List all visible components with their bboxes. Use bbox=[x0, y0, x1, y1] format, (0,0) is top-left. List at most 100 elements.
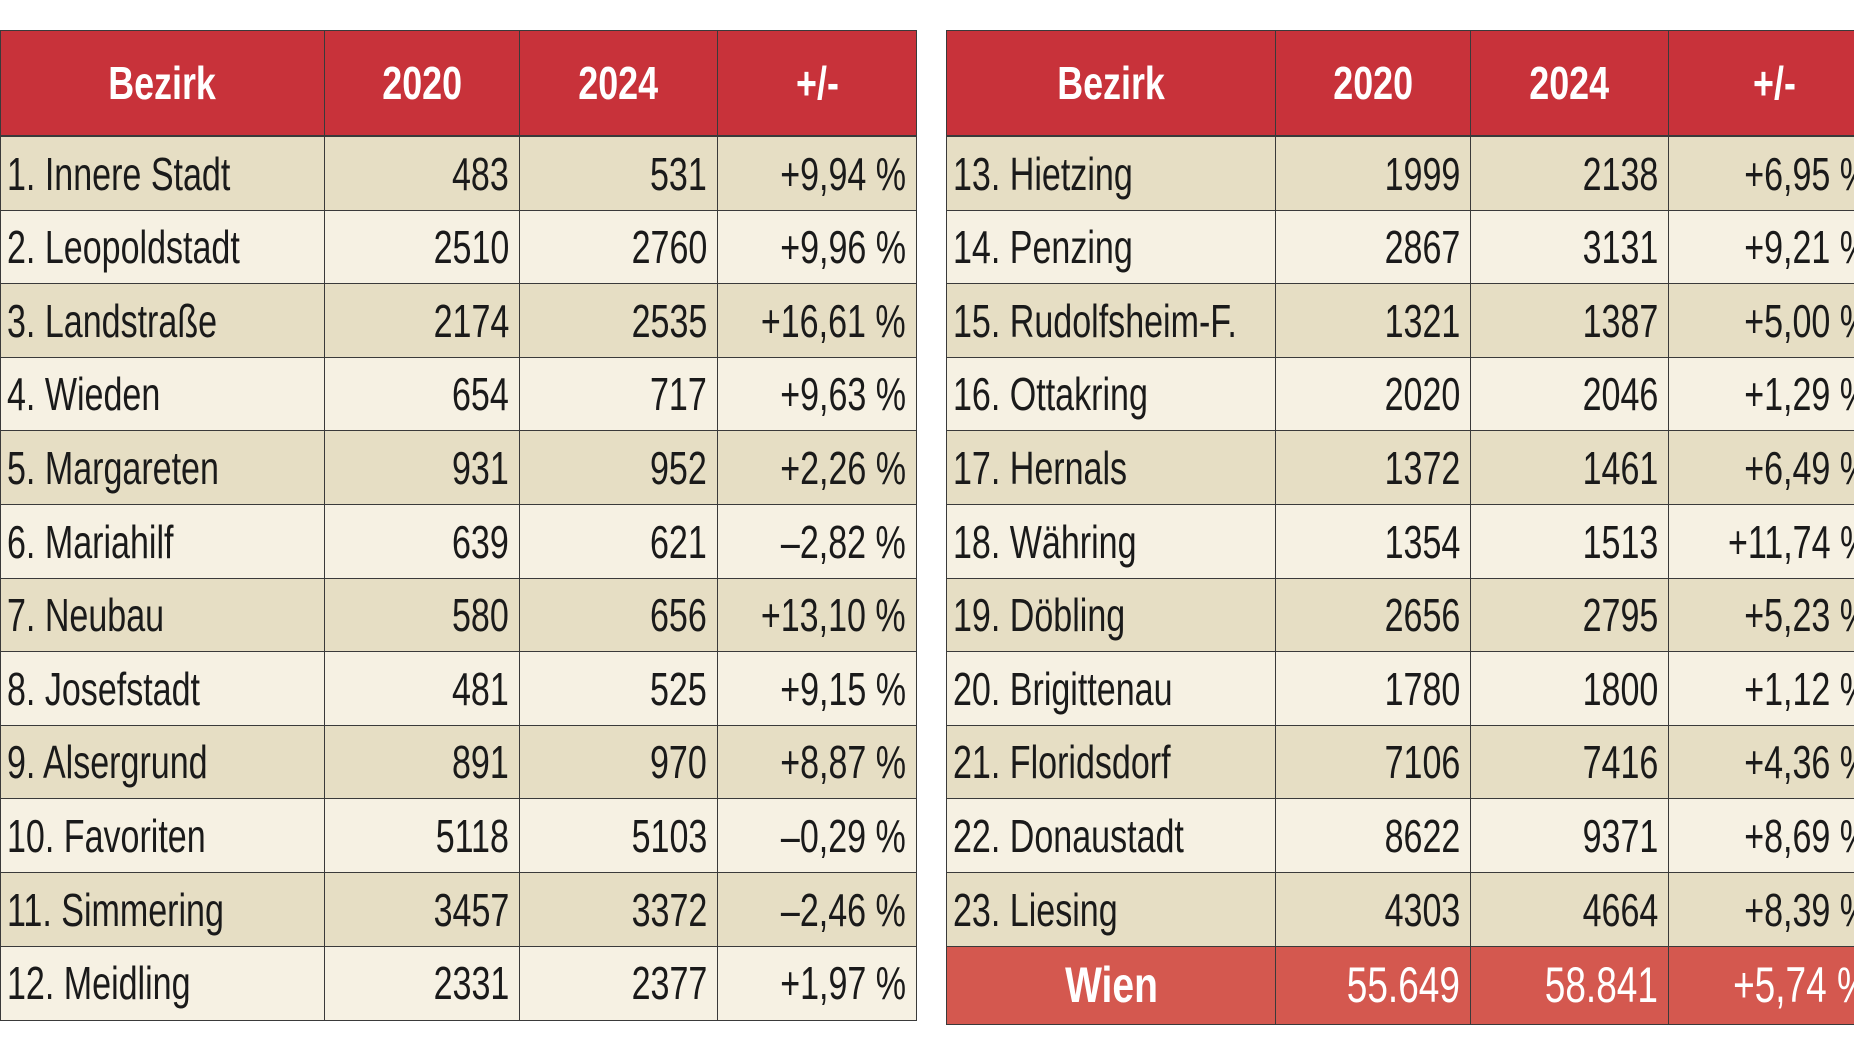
district-name: 6. Mariahilf bbox=[7, 515, 174, 568]
table-value: +1,12 % bbox=[1744, 662, 1854, 715]
column-header: +/- bbox=[795, 57, 839, 109]
table-value: 2174 bbox=[433, 294, 509, 347]
district-name: 3. Landstraße bbox=[7, 294, 218, 347]
table-value: +1,97 % bbox=[780, 957, 906, 1010]
district-name: 5. Margareten bbox=[7, 441, 219, 494]
table-value-cell: 2760 bbox=[519, 209, 718, 285]
table-value-cell: 481 bbox=[324, 651, 520, 727]
table-value-cell: 2377 bbox=[519, 945, 718, 1021]
table-value: 2656 bbox=[1384, 589, 1460, 642]
table-value-cell: 8622 bbox=[1275, 798, 1471, 874]
table-value-cell: 1999 bbox=[1275, 136, 1471, 212]
total-value-cell: 58.841 bbox=[1470, 945, 1669, 1026]
table-value: 1372 bbox=[1384, 441, 1460, 494]
district-name: 11. Simmering bbox=[7, 883, 224, 936]
table-value-cell: –2,82 % bbox=[717, 504, 917, 580]
district-name-cell: 23. Liesing bbox=[946, 872, 1276, 948]
total-name-cell: Wien bbox=[946, 945, 1276, 1026]
table-value-cell: 1461 bbox=[1470, 430, 1669, 506]
district-name: 20. Brigittenau bbox=[953, 662, 1173, 715]
table-value: –2,46 % bbox=[781, 883, 906, 936]
district-name-cell: 12. Meidling bbox=[0, 945, 325, 1021]
district-name-cell: 20. Brigittenau bbox=[946, 651, 1276, 727]
district-name: 9. Alsergrund bbox=[7, 736, 208, 789]
district-name: 1. Innere Stadt bbox=[7, 147, 231, 200]
table-value: 1387 bbox=[1582, 294, 1658, 347]
table-value: 1461 bbox=[1582, 441, 1658, 494]
table-value-cell: +9,96 % bbox=[717, 209, 917, 285]
table-value: +9,96 % bbox=[780, 221, 906, 274]
district-name: 8. Josefstadt bbox=[7, 662, 201, 715]
district-name-cell: 6. Mariahilf bbox=[0, 504, 325, 580]
table-value-cell: 2510 bbox=[324, 209, 520, 285]
district-name-cell: 10. Favoriten bbox=[0, 798, 325, 874]
table-value: +9,21 % bbox=[1744, 221, 1854, 274]
table-value-cell: +8,69 % bbox=[1668, 798, 1854, 874]
table-value-cell: 654 bbox=[324, 356, 520, 432]
table-value: 2760 bbox=[631, 221, 707, 274]
table-value: +1,29 % bbox=[1744, 368, 1854, 421]
table-value-cell: 717 bbox=[519, 356, 718, 432]
table-value: 2795 bbox=[1582, 589, 1658, 642]
column-header: 2020 bbox=[382, 57, 462, 109]
district-name-cell: 16. Ottakring bbox=[946, 356, 1276, 432]
district-name-cell: 21. Floridsdorf bbox=[946, 724, 1276, 800]
district-name-cell: 22. Donaustadt bbox=[946, 798, 1276, 874]
table-value: +16,61 % bbox=[761, 294, 906, 347]
table-value: +5,23 % bbox=[1744, 589, 1854, 642]
total-value: +5,74 % bbox=[1733, 957, 1854, 1014]
table-value-cell: 531 bbox=[519, 136, 718, 212]
table-value-cell: 2174 bbox=[324, 283, 520, 359]
total-name: Wien bbox=[1064, 957, 1158, 1014]
table-value-cell: 580 bbox=[324, 577, 520, 653]
table-value-cell: +8,87 % bbox=[717, 724, 917, 800]
district-name-cell: 4. Wieden bbox=[0, 356, 325, 432]
district-name-cell: 5. Margareten bbox=[0, 430, 325, 506]
table-value-cell: 2656 bbox=[1275, 577, 1471, 653]
district-name: 12. Meidling bbox=[7, 957, 191, 1010]
district-name-cell: 8. Josefstadt bbox=[0, 651, 325, 727]
district-name: 17. Hernals bbox=[953, 441, 1128, 494]
table-value: +8,87 % bbox=[780, 736, 906, 789]
district-name: 15. Rudolfsheim-F. bbox=[953, 294, 1237, 347]
table-value: 481 bbox=[452, 662, 509, 715]
table-value-cell: 1321 bbox=[1275, 283, 1471, 359]
table-value-cell: +6,95 % bbox=[1668, 136, 1854, 212]
table-value-cell: 4303 bbox=[1275, 872, 1471, 948]
table-value-cell: 525 bbox=[519, 651, 718, 727]
table-value-cell: 4664 bbox=[1470, 872, 1669, 948]
table-value: 2867 bbox=[1384, 221, 1460, 274]
table-value-cell: 931 bbox=[324, 430, 520, 506]
district-name: 10. Favoriten bbox=[7, 809, 206, 862]
district-name-cell: 17. Hernals bbox=[946, 430, 1276, 506]
district-name: 19. Döbling bbox=[953, 589, 1126, 642]
table-value: +11,74 % bbox=[1727, 515, 1854, 568]
table-value: +5,00 % bbox=[1744, 294, 1854, 347]
table-value-cell: 2046 bbox=[1470, 356, 1669, 432]
district-name-cell: 13. Hietzing bbox=[946, 136, 1276, 212]
table-value: +4,36 % bbox=[1744, 736, 1854, 789]
table-value: 952 bbox=[650, 441, 707, 494]
table-value-cell: 1800 bbox=[1470, 651, 1669, 727]
table-value: +6,49 % bbox=[1744, 441, 1854, 494]
table-value-cell: +11,74 % bbox=[1668, 504, 1854, 580]
column-header-cell: 2020 bbox=[324, 30, 520, 136]
table-value: 5103 bbox=[631, 809, 707, 862]
table-value-cell: 1780 bbox=[1275, 651, 1471, 727]
table-value-cell: 5103 bbox=[519, 798, 718, 874]
column-header: 2024 bbox=[1529, 57, 1610, 109]
district-name-cell: 9. Alsergrund bbox=[0, 724, 325, 800]
table-value: 717 bbox=[650, 368, 707, 421]
table-value: 639 bbox=[452, 515, 509, 568]
table-value-cell: 952 bbox=[519, 430, 718, 506]
district-name: 16. Ottakring bbox=[953, 368, 1148, 421]
table-value: +13,10 % bbox=[761, 589, 906, 642]
table-value-cell: 2138 bbox=[1470, 136, 1669, 212]
table-value: 1513 bbox=[1582, 515, 1658, 568]
table-value-cell: +9,21 % bbox=[1668, 209, 1854, 285]
table-value: 4303 bbox=[1384, 883, 1460, 936]
table-value-cell: +6,49 % bbox=[1668, 430, 1854, 506]
table-value-cell: 1354 bbox=[1275, 504, 1471, 580]
table-value-cell: 2867 bbox=[1275, 209, 1471, 285]
